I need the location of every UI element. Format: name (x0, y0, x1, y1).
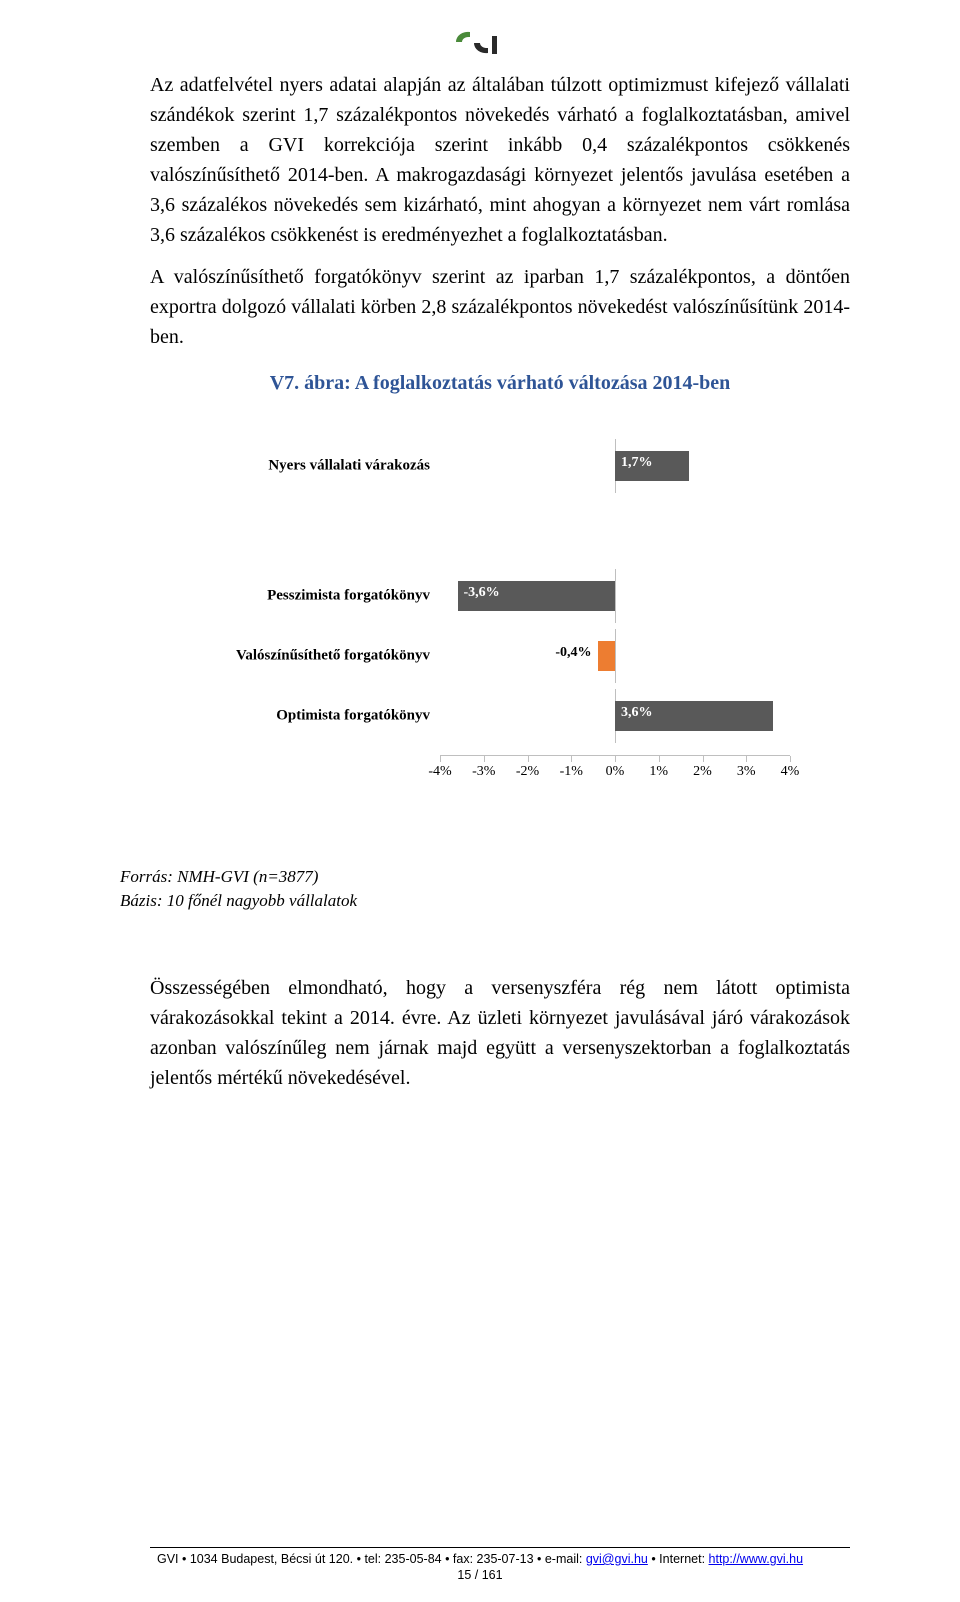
chart-row-label: Valószínűsíthető forgatókönyv (236, 648, 430, 665)
page-footer: GVI • 1034 Budapest, Bécsi út 120. • tel… (0, 1547, 960, 1582)
footer-email-link[interactable]: gvi@gvi.hu (586, 1552, 648, 1566)
chart-bar-value: 1,7% (621, 455, 653, 471)
footer-text-mid: • Internet: (648, 1552, 709, 1566)
footer-url-link[interactable]: http://www.gvi.hu (709, 1552, 804, 1566)
chart-plot-area: -0,4% (440, 635, 790, 677)
source-line-1: Forrás: NMH-GVI (n=3877) (120, 865, 850, 889)
chart-plot-area: 3,6% (440, 695, 790, 737)
chart-bar-value: -3,6% (464, 585, 500, 601)
chart-row: Valószínűsíthető forgatókönyv -0,4% (210, 635, 790, 677)
chart-bar-value: -0,4% (555, 645, 591, 661)
body-paragraph-2: A valószínűsíthető forgatókönyv szerint … (150, 262, 850, 352)
x-tick-label: 1% (649, 764, 668, 780)
page-number: 15 / 161 (0, 1568, 960, 1582)
chart-row-label: Optimista forgatókönyv (276, 708, 430, 725)
gvi-logo (452, 30, 508, 60)
chart-source: Forrás: NMH-GVI (n=3877) Bázis: 10 főnél… (120, 865, 850, 913)
chart-row: Nyers vállalati várakozás 1,7% (210, 445, 790, 487)
chart-row: Optimista forgatókönyv 3,6% (210, 695, 790, 737)
body-paragraph-3: Összességében elmondható, hogy a verseny… (150, 973, 850, 1093)
x-tick-label: 3% (737, 764, 756, 780)
chart-plot-area: -3,6% (440, 575, 790, 617)
chart-plot-area: 1,7% (440, 445, 790, 487)
chart-bar (598, 641, 616, 671)
chart-row-label: Nyers vállalati várakozás (268, 458, 430, 475)
body-paragraph-1: Az adatfelvétel nyers adatai alapján az … (150, 70, 850, 250)
chart-row-label: Pesszimista forgatókönyv (267, 588, 430, 605)
x-tick-label: -4% (428, 764, 451, 780)
chart-bar-value: 3,6% (621, 705, 653, 721)
footer-text-pre: GVI • 1034 Budapest, Bécsi út 120. • tel… (157, 1552, 586, 1566)
x-tick-label: -1% (560, 764, 583, 780)
x-tick-label: 4% (781, 764, 800, 780)
x-tick-label: -2% (516, 764, 539, 780)
employment-chart: Nyers vállalati várakozás 1,7% Pesszimista… (210, 445, 790, 825)
chart-row: Pesszimista forgatókönyv -3,6% (210, 575, 790, 617)
x-tick-label: -3% (472, 764, 495, 780)
source-line-2: Bázis: 10 főnél nagyobb vállalatok (120, 889, 850, 913)
chart-x-axis: -4%-3%-2%-1%0%1%2%3%4% (440, 755, 790, 785)
chart-title: V7. ábra: A foglalkoztatás várható válto… (150, 372, 850, 395)
x-tick-label: 2% (693, 764, 712, 780)
x-tick-label: 0% (606, 764, 625, 780)
